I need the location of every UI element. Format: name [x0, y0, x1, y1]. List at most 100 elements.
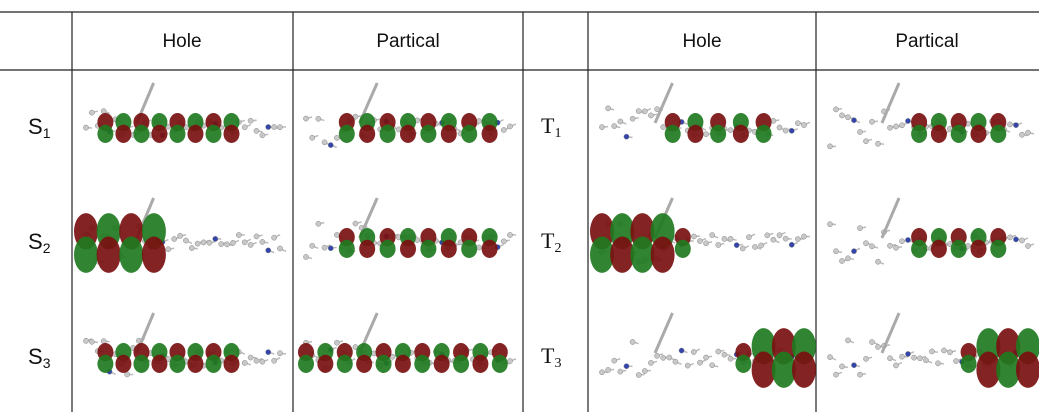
lobe [651, 237, 675, 273]
lobe [492, 355, 508, 373]
atom [606, 367, 611, 372]
atom [618, 119, 623, 124]
lobe [911, 125, 927, 143]
column-header: Hole [682, 31, 721, 52]
atom [201, 240, 206, 245]
state-letter: T [541, 113, 555, 138]
lobe [733, 125, 749, 143]
row-label: T3 [541, 343, 561, 371]
atom [242, 240, 247, 245]
atom [636, 372, 641, 377]
atom [863, 356, 868, 361]
atom [624, 134, 629, 139]
lobe [97, 237, 121, 273]
lobe [133, 125, 149, 143]
orbital-image [599, 83, 810, 143]
atom [789, 242, 794, 247]
atom [89, 339, 94, 344]
atom [839, 258, 844, 263]
lobe [187, 355, 203, 373]
orbital-image [827, 83, 1034, 149]
lobe [675, 240, 691, 258]
lobe [205, 125, 221, 143]
orbital-image [827, 313, 1039, 388]
atom [697, 238, 702, 243]
column-header: Partical [376, 31, 439, 52]
atom [328, 142, 333, 147]
phenyl-arm [882, 313, 899, 353]
atom [697, 360, 702, 365]
lobe [376, 355, 392, 373]
lobe [951, 240, 967, 258]
atom [207, 240, 212, 245]
orbital-image [590, 198, 810, 273]
lobe [482, 240, 498, 258]
atom [875, 259, 880, 264]
atom [642, 109, 647, 114]
lobe [792, 352, 816, 388]
lobe [339, 240, 355, 258]
atom [899, 123, 904, 128]
lobe [414, 355, 430, 373]
atom [905, 351, 910, 356]
atom [875, 344, 880, 349]
atom [857, 226, 862, 231]
atom [863, 241, 868, 246]
state-letter: S [28, 344, 43, 369]
row-label: S2 [28, 229, 51, 256]
state-index: 1 [554, 126, 561, 141]
lobe [951, 125, 967, 143]
lobe [400, 240, 416, 258]
atom [851, 363, 856, 368]
atom [612, 123, 617, 128]
atom [777, 125, 782, 130]
atom [507, 124, 512, 129]
atom [260, 239, 265, 244]
atom [277, 246, 282, 251]
atom [845, 115, 850, 120]
atom [507, 358, 512, 363]
lobe [990, 240, 1006, 258]
lobe [133, 355, 149, 373]
atom [172, 236, 177, 241]
lobe [337, 355, 353, 373]
state-index: 3 [554, 356, 561, 371]
atom [765, 233, 770, 238]
lobe [151, 125, 167, 143]
atom [1019, 238, 1024, 243]
table-figure: Hole Partical Hole Partical S1T1S2T2S3T3 [0, 0, 1039, 412]
atom [710, 363, 715, 368]
atom [224, 242, 229, 247]
atom [899, 239, 904, 244]
atom [827, 144, 832, 149]
lobe [380, 240, 396, 258]
atom [728, 236, 733, 241]
atom [310, 243, 315, 248]
atom [272, 124, 277, 129]
orbital-image [303, 198, 516, 260]
atom [783, 236, 788, 241]
column-header: Hole [162, 31, 201, 52]
atom [801, 234, 806, 239]
atom [941, 348, 946, 353]
atom [476, 245, 481, 250]
atom [272, 235, 277, 240]
atom [893, 124, 898, 129]
atom [89, 110, 94, 115]
lobe [482, 125, 498, 143]
atom [691, 234, 696, 239]
atom [648, 113, 653, 118]
atom [230, 240, 235, 245]
atom [752, 244, 757, 249]
atom [1007, 235, 1012, 240]
atom [83, 125, 88, 130]
lobe [317, 355, 333, 373]
atom [887, 243, 892, 248]
atom [254, 128, 259, 133]
atom [248, 242, 253, 247]
lobe [434, 355, 450, 373]
atom [501, 239, 506, 244]
atom [935, 361, 940, 366]
atom [236, 232, 241, 237]
atom [322, 245, 327, 250]
